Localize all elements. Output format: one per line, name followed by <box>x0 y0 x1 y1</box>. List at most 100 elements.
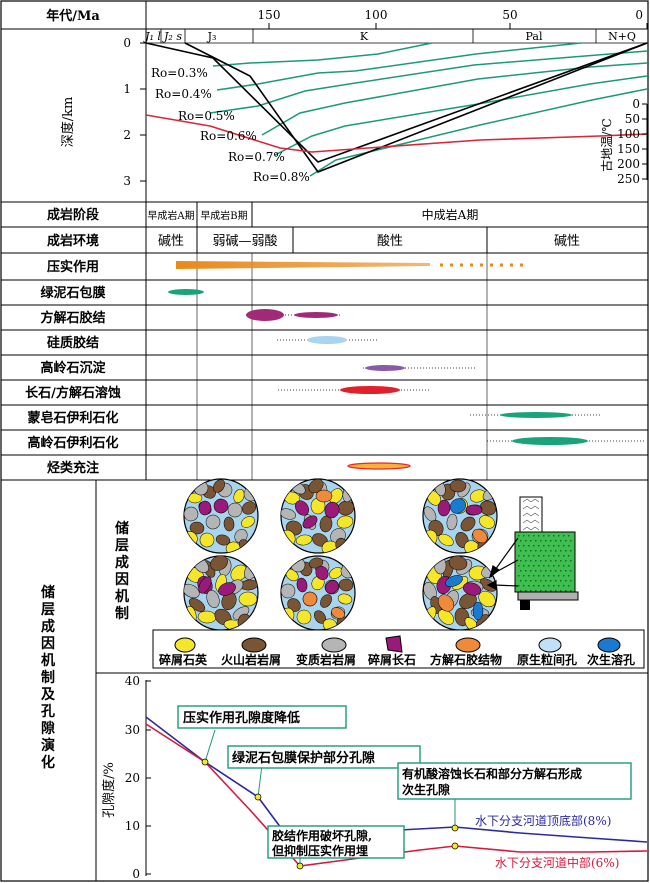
column-texture-dot <box>558 545 560 547</box>
column-texture-dot <box>535 570 537 572</box>
grain <box>212 479 226 493</box>
column-texture-dot <box>535 560 537 562</box>
thin-section-3 <box>183 555 259 631</box>
grain <box>198 500 212 516</box>
column-texture-dot <box>525 580 527 582</box>
stage-label: 早成岩A期 <box>147 209 194 222</box>
column-texture-dot <box>540 580 542 582</box>
column-texture-dot <box>538 585 540 587</box>
column-texture-dot <box>563 585 565 587</box>
column-texture-dot <box>555 550 557 552</box>
grain <box>336 515 354 529</box>
column-texture-dot <box>533 555 535 557</box>
time-tick-label: 50 <box>502 8 517 22</box>
legend-calcite-icon <box>455 637 481 653</box>
depth-axis-title: 深度/km <box>60 97 76 148</box>
ro-isolines <box>209 42 648 177</box>
legend-feldspar-icon <box>385 635 403 653</box>
ro-isoline <box>309 88 648 177</box>
column-texture-dot <box>563 575 565 577</box>
column-texture-dot <box>570 580 572 582</box>
geologic-period-bar: J₁ l J₂ s J₃ K Pal N+Q <box>143 29 648 44</box>
column-texture-dot <box>540 570 542 572</box>
ro-isoline <box>209 50 648 114</box>
callout-text: 绿泥石包膜保护部分孔隙 <box>232 750 375 766</box>
column-texture-dot <box>570 590 572 592</box>
grain <box>438 533 454 547</box>
grain <box>189 521 205 535</box>
time-tick-label: 0 <box>635 8 643 22</box>
legend-label: 变质岩岩屑 <box>296 652 356 667</box>
grain <box>281 583 296 599</box>
column-texture-dot <box>563 535 565 537</box>
temp-tick-label: 200 <box>617 157 640 171</box>
column-texture-dot <box>518 565 520 567</box>
grain <box>215 534 231 546</box>
column-texture-dot <box>540 590 542 592</box>
environment-label: 碱性 <box>554 234 580 249</box>
mechanism-inner-title: 储层成因机制 <box>114 520 129 622</box>
grain <box>198 576 212 594</box>
compaction-bar <box>176 261 430 269</box>
grain <box>213 498 229 514</box>
ro-isoline <box>261 62 648 136</box>
column-texture-dot <box>555 570 557 572</box>
column-texture-dot <box>550 560 552 562</box>
grain <box>479 500 497 516</box>
grain <box>437 499 451 517</box>
stage-label: 中成岩A期 <box>422 207 479 222</box>
column-texture-dot <box>565 550 567 552</box>
column-texture-dot <box>550 580 552 582</box>
column-texture-dot <box>545 560 547 562</box>
grain <box>472 601 484 621</box>
grain <box>315 489 333 503</box>
column-texture-dot <box>538 545 540 547</box>
column-texture-dot <box>530 540 532 542</box>
column-texture-dot <box>543 545 545 547</box>
callout-text: 胶结作用破坏孔隙, <box>272 828 372 843</box>
callout-text: 有机酸溶蚀长石和部分方解石形成 <box>402 766 582 781</box>
legend-secondary-pore-icon <box>597 637 621 653</box>
column-texture-dot <box>550 570 552 572</box>
calcite-cement-bar <box>294 312 338 318</box>
column-texture-dot <box>528 565 530 567</box>
column-texture-dot <box>548 585 550 587</box>
grain <box>448 556 468 571</box>
grain <box>465 504 483 516</box>
grain <box>199 532 215 548</box>
grain <box>320 594 332 608</box>
column-texture-dot <box>523 535 525 537</box>
process-label: 蒙皂石伊利石化 <box>27 410 118 426</box>
column-texture-dot <box>525 570 527 572</box>
process-label: 高岭石沉淀 <box>40 360 106 376</box>
chlorite-coating-bar <box>168 289 204 295</box>
callout-text: 压实作用孔隙度降低 <box>183 710 300 726</box>
column-texture-dot <box>565 540 567 542</box>
porosity-axis-title: 孔隙度/% <box>101 762 117 818</box>
strat-column <box>486 496 579 610</box>
mechanism-outer-label: 储层成因机制及孔隙演化 <box>40 584 56 771</box>
grain <box>478 590 496 608</box>
column-texture-dot <box>518 545 520 547</box>
column-texture-dot <box>533 535 535 537</box>
column-texture-dot <box>533 565 535 567</box>
porosity-tick-label: 10 <box>125 819 140 833</box>
column-texture-dot <box>518 585 520 587</box>
column-texture-dot <box>560 570 562 572</box>
column-texture-dot <box>538 555 540 557</box>
callout-text: 次生孔隙 <box>402 782 450 797</box>
column-texture-dot <box>543 575 545 577</box>
grain <box>205 514 221 530</box>
column-texture-dot <box>553 545 555 547</box>
column-texture-dot <box>555 580 557 582</box>
environment-label: 弱碱—弱酸 <box>212 234 277 249</box>
legend-metamorphic-icon <box>321 637 347 653</box>
column-texture-dot <box>565 560 567 562</box>
environment-label: 碱性 <box>158 234 184 249</box>
column-texture-dot <box>538 535 540 537</box>
column-texture-dot <box>545 590 547 592</box>
calcite-cement-bar <box>246 309 284 321</box>
row-label-environment: 成岩环境 <box>47 233 99 249</box>
column-texture-dot <box>555 540 557 542</box>
process-label: 压实作用 <box>47 259 99 275</box>
